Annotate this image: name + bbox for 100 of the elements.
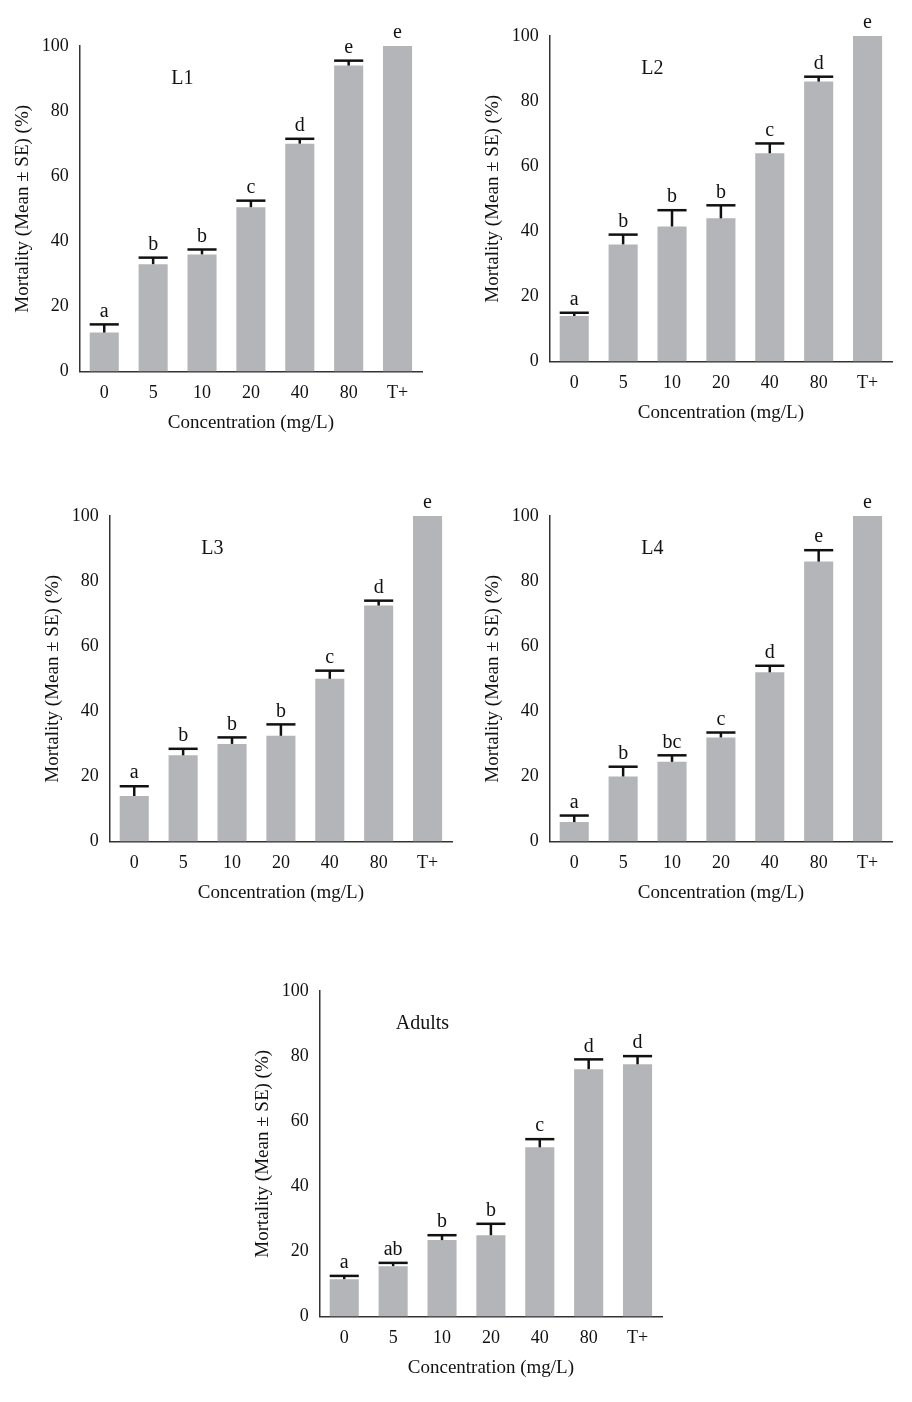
x-tick-label: 20 [271, 852, 290, 873]
bar [383, 46, 413, 372]
x-tick-label: 20 [481, 1327, 500, 1348]
y-axis-title: Mortality (Mean ± SE) (%) [481, 94, 504, 303]
annotation: b [618, 208, 629, 231]
x-tick-label: 40 [760, 372, 779, 393]
bar [804, 81, 834, 362]
bar [559, 822, 589, 842]
annotation: b [197, 223, 208, 246]
y-tick-label: 40 [290, 1175, 309, 1196]
text: L2 [641, 55, 664, 78]
x-tick-label: 0 [569, 372, 579, 393]
bar [413, 516, 443, 842]
text: Adults [395, 1010, 450, 1033]
text: L4 [641, 535, 664, 558]
x-tick-label: 10 [223, 852, 242, 873]
annotation: b [178, 723, 189, 746]
x-tick-label: T+ [856, 372, 879, 393]
x-tick-label: 80 [339, 382, 358, 403]
x-tick-label: 20 [711, 852, 730, 873]
annotation: b [485, 1198, 496, 1221]
x-tick-label: 5 [388, 1327, 398, 1348]
y-tick-label: 100 [281, 979, 309, 1000]
bar [525, 1147, 555, 1317]
y-tick-label: 40 [520, 700, 539, 721]
bar [657, 761, 687, 842]
y-axis-title: Mortality (Mean ± SE) (%) [11, 104, 34, 313]
annotation: b [437, 1209, 448, 1232]
y-tick-label: 100 [41, 34, 69, 55]
annotation: c [246, 174, 256, 197]
x-tick-label: 80 [579, 1327, 598, 1348]
bar [804, 561, 834, 842]
annotation: d [373, 574, 384, 597]
bar [334, 65, 364, 372]
annotation: e [814, 524, 824, 547]
y-tick-label: 40 [80, 700, 99, 721]
x-tick-label: T+ [856, 852, 879, 873]
x-tick-label: 0 [129, 852, 139, 873]
annotation: a [569, 287, 579, 310]
x-tick-label: 20 [241, 382, 260, 403]
text: L1 [171, 65, 194, 88]
x-tick-label: 5 [618, 852, 628, 873]
y-tick-label: 40 [520, 220, 539, 241]
y-tick-label: 20 [50, 295, 69, 316]
bar [168, 755, 198, 842]
x-tick-label: 5 [148, 382, 158, 403]
x-tick-label: 80 [369, 852, 388, 873]
bar [559, 316, 589, 362]
annotation: b [227, 711, 238, 734]
bar [706, 737, 736, 842]
bar [755, 153, 785, 362]
bar [119, 796, 149, 842]
annotation: e [863, 490, 873, 513]
bar [89, 332, 119, 372]
annotation: d [813, 50, 824, 73]
y-tick-label: 20 [290, 1240, 309, 1261]
x-tick-label: 80 [809, 852, 828, 873]
annotation: a [129, 760, 139, 783]
bar [315, 678, 345, 842]
annotation: d [764, 640, 775, 663]
bar [285, 143, 315, 372]
annotation: e [863, 10, 873, 33]
y-tick-label: 80 [50, 99, 69, 120]
y-tick-label: 60 [50, 164, 69, 185]
annotation: bc [662, 729, 682, 752]
annotation: b [275, 698, 286, 721]
y-tick-label: 80 [290, 1044, 309, 1065]
annotation: a [99, 298, 109, 321]
y-tick-label: 100 [511, 24, 539, 45]
x-axis-title: Concentration (mg/L) [637, 400, 805, 423]
bar [608, 776, 638, 842]
x-tick-label: 10 [663, 852, 682, 873]
text: L3 [201, 535, 224, 558]
annotation: c [765, 117, 775, 140]
bar [329, 1279, 359, 1317]
annotation: b [618, 740, 629, 763]
y-tick-label: 0 [299, 1305, 309, 1326]
x-tick-label: 80 [809, 372, 828, 393]
y-axis-title: Mortality (Mean ± SE) (%) [481, 574, 504, 783]
y-tick-label: 0 [529, 350, 539, 371]
bar [217, 743, 247, 842]
x-tick-label: T+ [416, 852, 439, 873]
bar [608, 244, 638, 362]
y-tick-label: 0 [529, 830, 539, 851]
annotation: c [325, 644, 335, 667]
x-tick-label: 10 [193, 382, 212, 403]
y-tick-label: 80 [520, 569, 539, 590]
bar [755, 672, 785, 842]
bar [706, 218, 736, 362]
y-tick-label: 0 [89, 830, 99, 851]
x-tick-label: 0 [339, 1327, 349, 1348]
y-axis-title: Mortality (Mean ± SE) (%) [41, 574, 64, 783]
y-tick-label: 80 [80, 569, 99, 590]
x-tick-label: 5 [178, 852, 188, 873]
y-tick-label: 80 [520, 89, 539, 110]
bar [574, 1069, 604, 1317]
x-tick-label: T+ [626, 1327, 649, 1348]
y-axis-title: Mortality (Mean ± SE) (%) [251, 1049, 274, 1258]
x-axis-title: Concentration (mg/L) [407, 1355, 575, 1378]
x-axis-title: Concentration (mg/L) [167, 410, 335, 433]
